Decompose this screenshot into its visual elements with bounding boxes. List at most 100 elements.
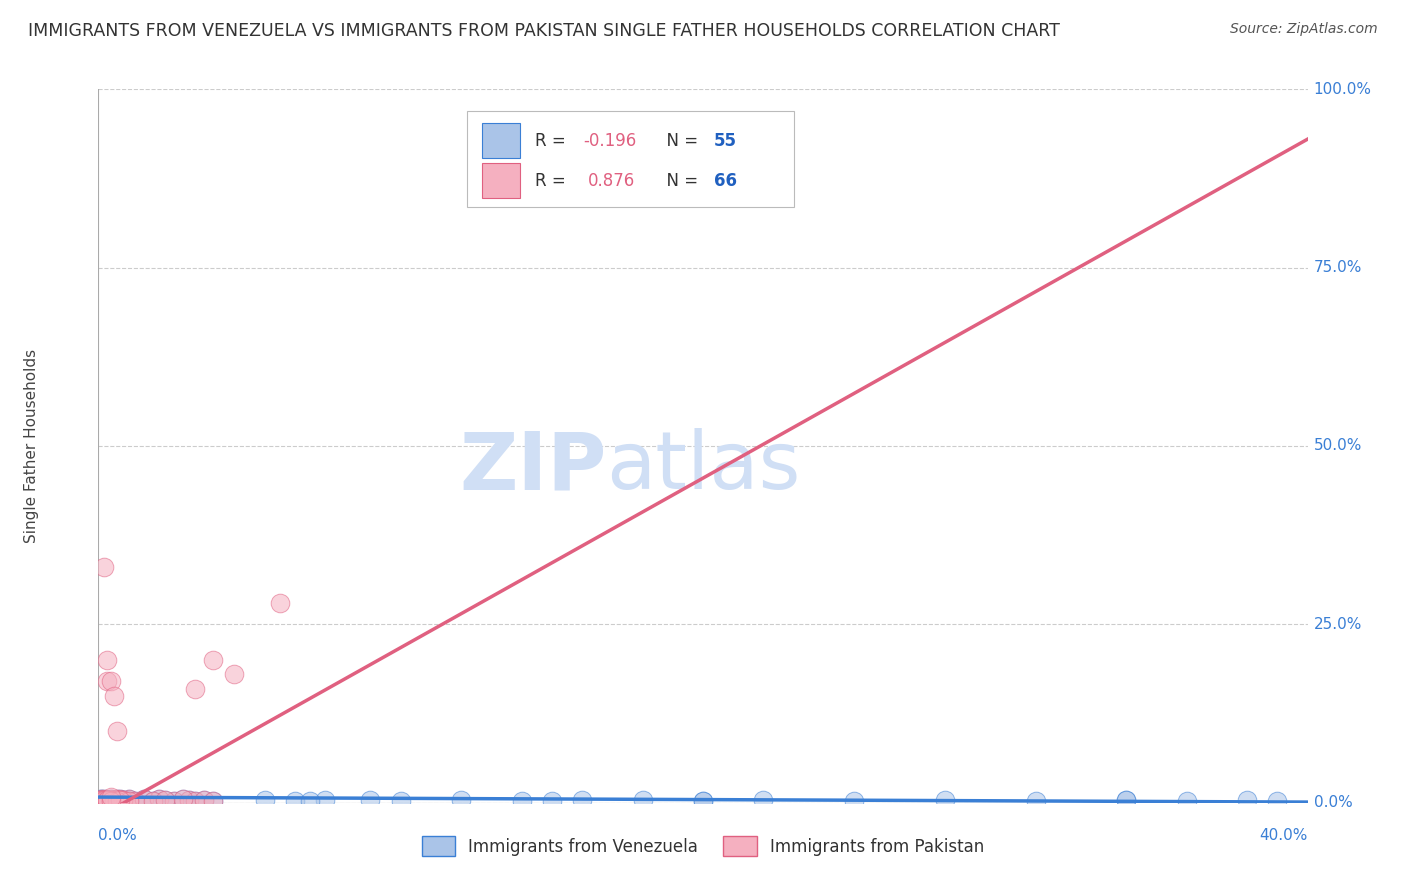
Text: IMMIGRANTS FROM VENEZUELA VS IMMIGRANTS FROM PAKISTAN SINGLE FATHER HOUSEHOLDS C: IMMIGRANTS FROM VENEZUELA VS IMMIGRANTS … <box>28 22 1060 40</box>
Point <box>132 792 155 806</box>
Point <box>124 794 146 808</box>
Point <box>752 793 775 807</box>
FancyBboxPatch shape <box>467 111 793 207</box>
Point <box>90 794 112 808</box>
Point <box>93 794 115 808</box>
Point <box>93 794 115 808</box>
Point <box>114 794 136 808</box>
Point <box>93 794 115 808</box>
Point <box>118 792 141 806</box>
Point <box>96 793 118 807</box>
Point <box>224 667 246 681</box>
Text: Source: ZipAtlas.com: Source: ZipAtlas.com <box>1230 22 1378 37</box>
Point <box>1175 794 1198 808</box>
Point <box>1236 793 1258 807</box>
Point <box>96 793 118 807</box>
Point <box>93 793 115 807</box>
Point <box>1115 793 1137 807</box>
Text: 0.0%: 0.0% <box>1313 796 1353 810</box>
Point <box>142 794 165 808</box>
Point <box>96 794 118 808</box>
Text: 55: 55 <box>714 132 737 150</box>
Point <box>90 792 112 806</box>
Point <box>96 793 118 807</box>
Point <box>103 794 125 808</box>
Point <box>103 793 125 807</box>
Point <box>96 794 118 808</box>
Point <box>93 794 115 808</box>
Point <box>93 793 115 807</box>
Point <box>93 793 115 807</box>
Point <box>100 794 122 808</box>
Point <box>148 792 170 806</box>
Legend: Immigrants from Venezuela, Immigrants from Pakistan: Immigrants from Venezuela, Immigrants fr… <box>415 830 991 863</box>
Point <box>103 793 125 807</box>
Point <box>934 793 956 807</box>
Point <box>105 792 128 806</box>
Point <box>540 794 562 808</box>
Text: N =: N = <box>655 171 703 189</box>
Point <box>93 792 115 806</box>
Point <box>111 793 134 807</box>
Point <box>105 794 128 808</box>
Point <box>90 794 112 808</box>
Point <box>100 792 122 806</box>
Point <box>96 793 118 807</box>
Text: 66: 66 <box>714 171 737 189</box>
Point <box>844 794 866 808</box>
Point <box>118 794 141 808</box>
Point <box>314 793 336 807</box>
Point <box>299 794 322 808</box>
Point <box>202 794 225 808</box>
Point <box>148 792 170 806</box>
Point <box>96 793 118 807</box>
Text: 25.0%: 25.0% <box>1313 617 1362 632</box>
Point <box>389 794 412 808</box>
Point <box>103 794 125 808</box>
Point <box>193 793 215 807</box>
Point <box>103 794 125 808</box>
Point <box>100 794 122 808</box>
Text: 100.0%: 100.0% <box>1313 82 1372 96</box>
Point <box>177 793 201 807</box>
Point <box>90 794 112 808</box>
Text: R =: R = <box>534 171 576 189</box>
Point <box>100 794 122 808</box>
Point <box>90 794 112 808</box>
Point <box>1265 794 1288 808</box>
Point <box>153 793 176 807</box>
Point <box>177 793 201 807</box>
FancyBboxPatch shape <box>482 123 520 159</box>
Point <box>105 792 128 806</box>
Point <box>90 793 112 807</box>
Point <box>360 793 382 807</box>
Point <box>90 792 112 806</box>
Text: 0.876: 0.876 <box>588 171 636 189</box>
Point <box>96 794 118 808</box>
Point <box>111 793 134 807</box>
Point <box>103 794 125 808</box>
Point <box>96 794 118 808</box>
Point <box>108 792 131 806</box>
Point <box>692 794 714 808</box>
Point <box>510 794 533 808</box>
Text: ZIP: ZIP <box>458 428 606 507</box>
Point <box>93 560 115 574</box>
Point <box>163 794 186 808</box>
Point <box>284 794 307 808</box>
Point <box>172 792 194 806</box>
Point <box>90 791 112 805</box>
Point <box>93 793 115 807</box>
Point <box>105 794 128 808</box>
Point <box>172 792 194 806</box>
Point <box>93 794 115 808</box>
Point <box>100 790 122 805</box>
Point <box>253 793 276 807</box>
Text: 40.0%: 40.0% <box>1260 828 1308 843</box>
Point <box>100 794 122 808</box>
Point <box>105 793 128 807</box>
Point <box>105 793 128 807</box>
Point <box>100 793 122 807</box>
Point <box>90 793 112 807</box>
Point <box>118 792 141 806</box>
